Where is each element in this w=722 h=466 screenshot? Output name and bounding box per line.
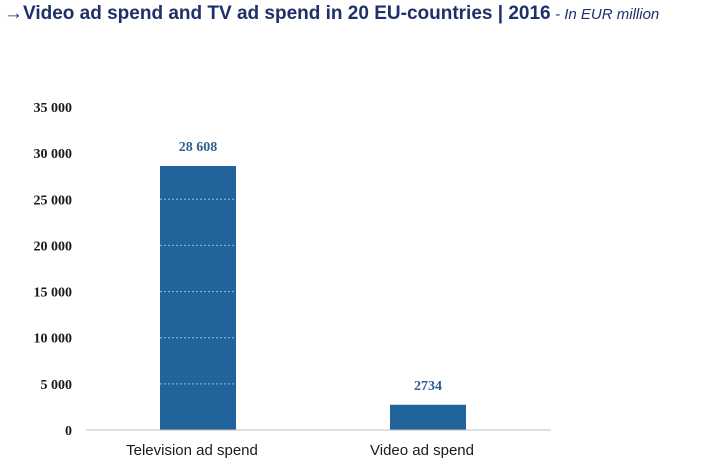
y-tick-label: 15 000 bbox=[34, 286, 73, 301]
x-tick-label: Video ad spend bbox=[370, 442, 474, 459]
chart-title-text: Video ad spend and TV ad spend in 20 EU-… bbox=[23, 3, 551, 24]
y-tick-label: 5 000 bbox=[41, 378, 73, 393]
data-label: 28 608 bbox=[179, 140, 218, 155]
y-tick-label: 0 bbox=[65, 424, 72, 439]
y-tick-label: 20 000 bbox=[34, 239, 73, 254]
x-tick-label: Television ad spend bbox=[126, 442, 258, 459]
y-tick-label: 30 000 bbox=[34, 147, 73, 162]
bar-television-ad-spend bbox=[160, 165, 236, 431]
y-tick-label: 35 000 bbox=[34, 101, 73, 116]
data-label: 2734 bbox=[414, 379, 442, 394]
chart-unit-subtitle: - In EUR million bbox=[555, 6, 660, 23]
bar-video-ad-spend bbox=[390, 404, 466, 430]
y-tick-label: 10 000 bbox=[34, 332, 73, 347]
y-tick-label: 25 000 bbox=[34, 193, 73, 208]
arrow-icon: → bbox=[4, 3, 23, 24]
chart-title: →Video ad spend and TV ad spend in 20 EU… bbox=[4, 2, 659, 27]
